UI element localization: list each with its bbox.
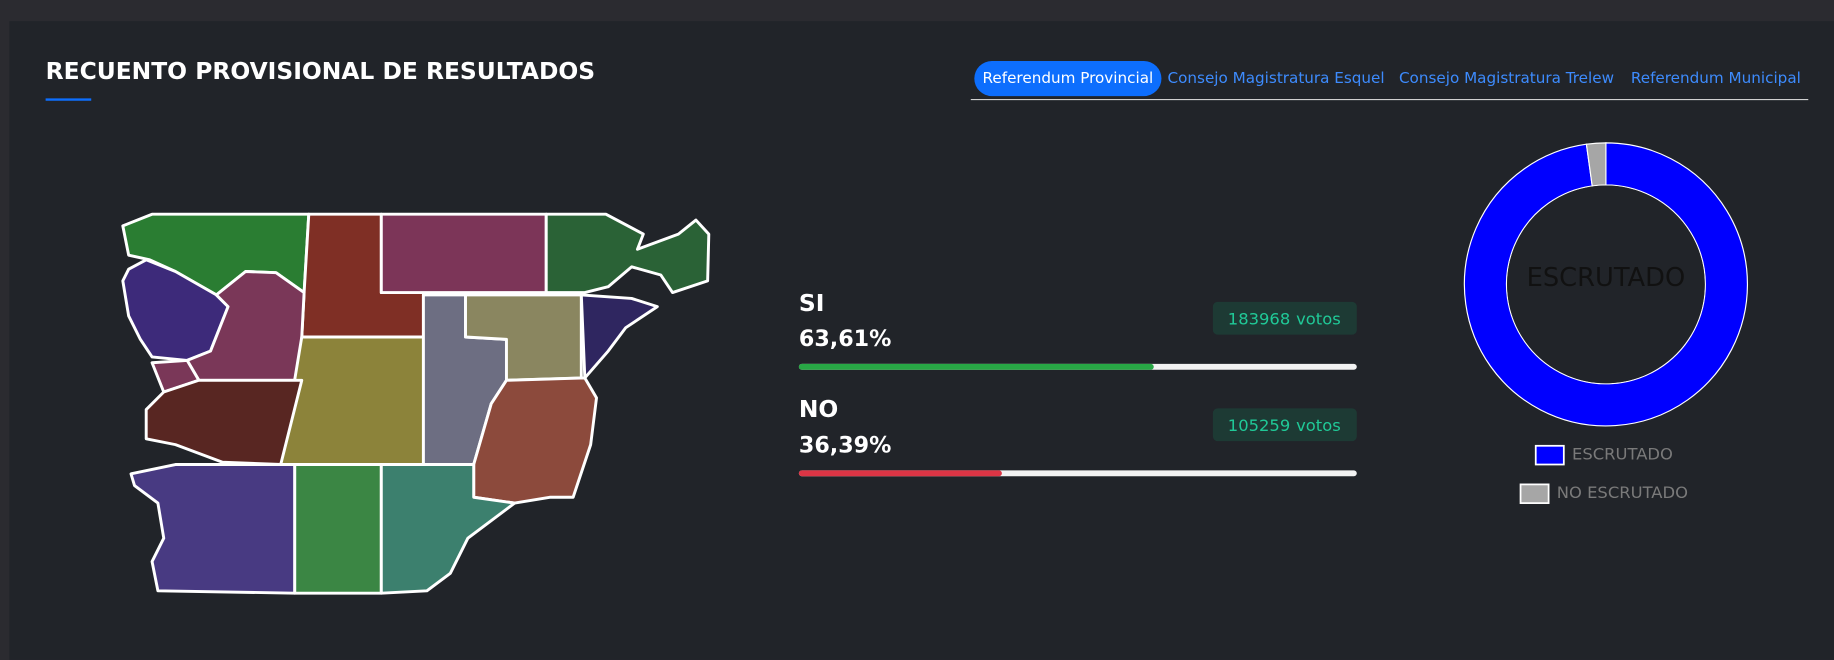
option-label: SI — [799, 289, 825, 317]
progress-bar — [798, 363, 1154, 370]
votes-count: 105259 — [1228, 415, 1290, 434]
province-map — [121, 212, 711, 595]
map-region — [472, 376, 598, 505]
map-region — [129, 463, 297, 595]
votes-unit: votos — [1296, 309, 1341, 328]
map-region — [279, 335, 425, 466]
tabs: Referendum Provincial Consejo Magistratur… — [974, 60, 1801, 97]
donut-center-label: ESCRUTADO — [1527, 263, 1686, 293]
legend-label: ESCRUTADO — [1572, 445, 1673, 464]
tab[interactable]: Referendum Municipal — [1631, 69, 1801, 87]
tab[interactable]: Referendum Provincial — [974, 60, 1162, 97]
tab[interactable]: Consejo Magistratura Esquel — [1168, 69, 1385, 87]
legend-label: NO ESCRUTADO — [1557, 483, 1688, 502]
votes-badge-text: 183968 votos — [1228, 309, 1341, 328]
results: SI 63,61% 183968 votos NO 36,39% 105259 votos — [798, 289, 1357, 477]
legend-swatch — [1534, 444, 1565, 466]
donut-slice — [1585, 142, 1607, 187]
tab-pill[interactable] — [974, 60, 1162, 97]
legend-swatch — [1519, 483, 1550, 504]
votes-badge — [1212, 408, 1357, 442]
donut-chart: ESCRUTADO ESCRUTADO NO ESCRUTADO — [1463, 142, 1748, 504]
map-region — [293, 463, 383, 595]
tab-label[interactable]: Referendum Provincial — [983, 69, 1154, 87]
votes-badge — [1212, 301, 1357, 335]
votes-count: 183968 — [1228, 309, 1290, 328]
tab-label[interactable]: Referendum Municipal — [1631, 69, 1801, 87]
donut-hole — [1507, 185, 1705, 384]
votes-unit: votos — [1296, 415, 1341, 434]
option-percent: 36,39% — [799, 432, 892, 458]
progress-bar — [798, 470, 1002, 477]
donut-slice — [1463, 142, 1748, 427]
votes-badge-text: 105259 votos — [1228, 415, 1341, 434]
map-region — [544, 212, 711, 295]
map-region — [144, 378, 304, 466]
map-region — [379, 463, 517, 595]
option-label: NO — [799, 395, 838, 423]
tab[interactable]: Consejo Magistratura Trelew — [1399, 69, 1614, 87]
tab-label[interactable]: Consejo Magistratura Esquel — [1168, 69, 1385, 87]
map-region — [379, 212, 548, 295]
tab-label[interactable]: Consejo Magistratura Trelew — [1399, 69, 1614, 87]
option-percent: 63,61% — [799, 326, 892, 352]
panel-title: RECUENTO PROVISIONAL DE RESULTADOS — [46, 57, 595, 85]
